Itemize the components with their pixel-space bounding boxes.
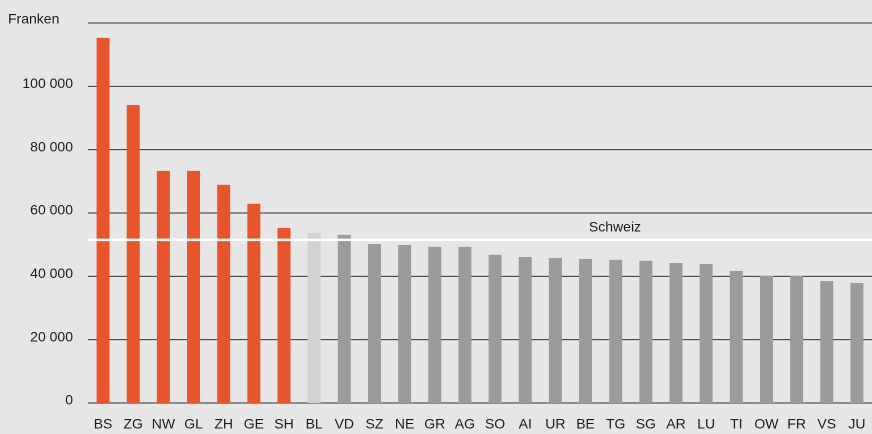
bar bbox=[790, 276, 804, 403]
x-tick-label: AI bbox=[519, 416, 532, 432]
x-tick-label: BE bbox=[576, 416, 595, 432]
bar bbox=[669, 263, 683, 403]
reference-label: Schweiz bbox=[589, 219, 641, 235]
bar bbox=[548, 257, 562, 403]
x-tick-label: SO bbox=[485, 416, 505, 432]
y-tick-label: 80 000 bbox=[30, 138, 73, 154]
bar bbox=[217, 184, 231, 403]
bar bbox=[820, 281, 834, 403]
x-tick-label: VD bbox=[335, 416, 354, 432]
bar bbox=[488, 254, 502, 403]
bar bbox=[518, 257, 532, 403]
x-tick-label: ZH bbox=[214, 416, 233, 432]
x-tick-label: TG bbox=[606, 416, 625, 432]
bar bbox=[398, 244, 412, 403]
x-tick-label: SH bbox=[274, 416, 293, 432]
x-tick-label: GL bbox=[184, 416, 203, 432]
bar bbox=[367, 244, 381, 403]
x-tick-label: NW bbox=[152, 416, 176, 432]
y-tick-label: 100 000 bbox=[22, 75, 73, 91]
bar bbox=[187, 170, 201, 403]
bar bbox=[307, 232, 321, 403]
bar bbox=[156, 170, 170, 403]
bar bbox=[337, 234, 351, 403]
bar bbox=[759, 276, 773, 403]
x-tick-label: BL bbox=[306, 416, 323, 432]
x-tick-label: VS bbox=[817, 416, 836, 432]
bar bbox=[729, 270, 743, 403]
bar bbox=[579, 258, 593, 403]
x-tick-label: LU bbox=[697, 416, 715, 432]
x-tick-label: NE bbox=[395, 416, 414, 432]
bar bbox=[609, 259, 623, 403]
bar bbox=[247, 203, 261, 403]
bar bbox=[428, 246, 442, 403]
bar bbox=[699, 263, 713, 403]
bar bbox=[277, 227, 291, 403]
x-tick-label: GE bbox=[244, 416, 264, 432]
x-tick-label: ZG bbox=[124, 416, 143, 432]
bar bbox=[126, 105, 140, 404]
x-tick-label: BS bbox=[94, 416, 113, 432]
y-tick-label: 0 bbox=[65, 392, 73, 408]
x-tick-label: JU bbox=[848, 416, 865, 432]
x-tick-label: TI bbox=[730, 416, 742, 432]
x-tick-label: SG bbox=[636, 416, 656, 432]
y-tick-label: 40 000 bbox=[30, 265, 73, 281]
y-tick-label: 60 000 bbox=[30, 202, 73, 218]
x-tick-label: SZ bbox=[366, 416, 384, 432]
bar bbox=[850, 282, 864, 403]
x-tick-label: UR bbox=[545, 416, 565, 432]
x-tick-label: AG bbox=[455, 416, 475, 432]
x-tick-label: AR bbox=[666, 416, 685, 432]
bar bbox=[96, 37, 110, 404]
y-axis-label: Franken bbox=[8, 11, 59, 27]
x-tick-label: FR bbox=[787, 416, 806, 432]
x-tick-label: OW bbox=[754, 416, 779, 432]
bar bbox=[458, 246, 472, 403]
x-tick-label: GR bbox=[424, 416, 445, 432]
y-tick-label: 20 000 bbox=[30, 328, 73, 344]
bar bbox=[639, 260, 653, 403]
